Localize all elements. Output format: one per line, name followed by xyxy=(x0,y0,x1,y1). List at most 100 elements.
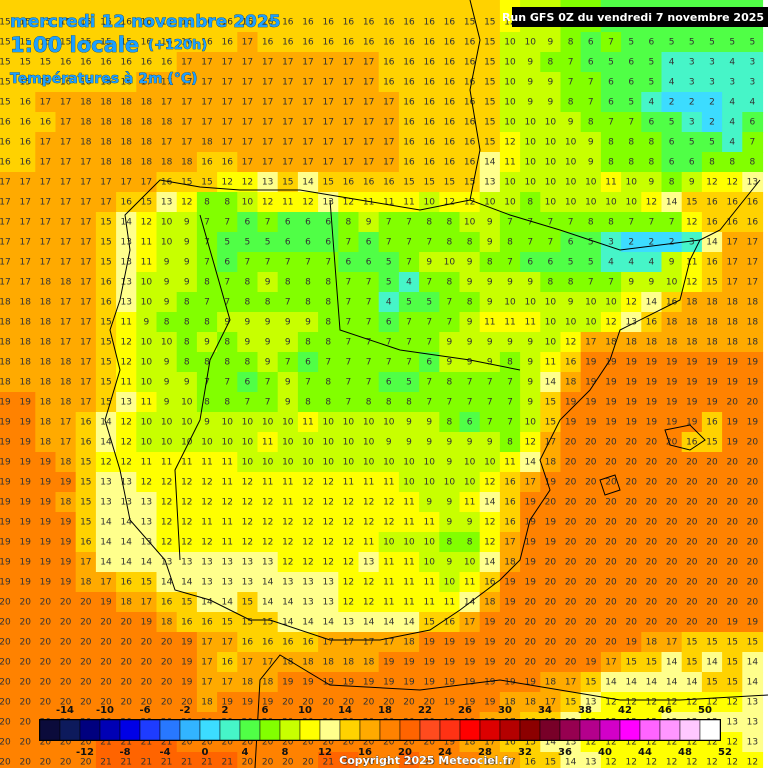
temp-cell xyxy=(358,472,380,493)
temp-cell xyxy=(217,532,238,553)
temp-value: 17 xyxy=(161,138,172,148)
temp-value: 11 xyxy=(302,418,313,428)
temp-cell xyxy=(661,212,683,233)
temp-cell xyxy=(176,392,198,413)
temp-value: 14 xyxy=(100,538,112,548)
legend-label: 42 xyxy=(618,705,632,716)
temp-cell xyxy=(237,92,259,113)
temp-value: 17 xyxy=(666,638,677,648)
temp-value: 20 xyxy=(666,518,678,528)
temp-cell xyxy=(722,52,743,73)
temp-cell xyxy=(55,0,77,33)
temp-value: 17 xyxy=(201,658,212,668)
temp-cell xyxy=(196,212,218,233)
temp-value: 16 xyxy=(60,58,72,68)
temp-value: 10 xyxy=(504,38,516,48)
temp-cell xyxy=(540,592,562,613)
temp-cell xyxy=(661,692,683,713)
temp-cell xyxy=(35,472,57,493)
temp-cell xyxy=(318,132,339,153)
temp-cell xyxy=(35,512,57,533)
temp-value: 17 xyxy=(343,158,354,168)
temp-cell xyxy=(217,392,238,413)
temp-value: 4 xyxy=(729,98,735,108)
temp-cell xyxy=(15,312,36,333)
temp-cell xyxy=(0,692,16,713)
temp-cell xyxy=(742,92,764,113)
temp-value: 12 xyxy=(302,518,313,528)
temp-value: 7 xyxy=(285,358,291,368)
temp-cell xyxy=(277,412,299,433)
temp-cell xyxy=(722,572,743,593)
temp-value: 7 xyxy=(507,378,513,388)
temp-cell xyxy=(217,52,238,73)
temp-value: 6 xyxy=(669,158,675,168)
temp-value: 11 xyxy=(403,498,414,508)
temp-cell xyxy=(742,452,764,473)
temp-cell xyxy=(196,0,218,33)
temp-cell xyxy=(338,32,360,53)
temp-value: 12 xyxy=(120,338,131,348)
temp-cell xyxy=(0,352,16,373)
temp-value: 17 xyxy=(201,678,212,688)
temp-value: 20 xyxy=(666,458,678,468)
temp-cell xyxy=(560,52,582,73)
temp-value: 17 xyxy=(302,78,313,88)
temp-value: 5 xyxy=(750,38,756,48)
temp-cell xyxy=(35,152,57,173)
temp-cell xyxy=(742,112,764,133)
temp-cell xyxy=(237,212,259,233)
temp-value: 11 xyxy=(403,558,414,568)
temp-cell xyxy=(580,532,602,553)
temp-cell xyxy=(419,512,440,533)
temp-cell xyxy=(398,652,420,673)
temp-value: 9 xyxy=(447,558,453,568)
temp-cell xyxy=(237,692,259,713)
temp-cell xyxy=(95,372,117,393)
temp-value: 17 xyxy=(0,238,11,248)
temp-cell xyxy=(55,432,77,453)
temp-value: 9 xyxy=(527,358,533,368)
temp-value: 11 xyxy=(343,478,354,488)
temp-cell xyxy=(15,492,36,513)
temp-cell xyxy=(459,672,481,693)
temp-cell xyxy=(378,232,400,253)
temp-cell xyxy=(681,532,703,553)
temp-value: 9 xyxy=(447,518,453,528)
temp-value: 12 xyxy=(161,498,172,508)
temp-cell xyxy=(136,392,158,413)
temp-value: 16 xyxy=(120,578,132,588)
temp-value: 20 xyxy=(242,738,254,748)
temp-cell xyxy=(136,32,158,53)
temp-value: 15 xyxy=(706,278,717,288)
temp-value: 20 xyxy=(646,438,658,448)
temp-value: 14 xyxy=(545,738,557,748)
temp-value: 7 xyxy=(568,78,574,88)
temp-cell xyxy=(540,172,562,193)
temp-cell xyxy=(621,352,642,373)
temp-value: 15 xyxy=(242,598,253,608)
temp-value: 17 xyxy=(221,638,232,648)
temp-value: 21 xyxy=(141,758,152,768)
temp-value: 7 xyxy=(548,218,554,228)
temp-value: 20 xyxy=(686,558,698,568)
temp-value: 20 xyxy=(706,458,718,468)
temp-value: 20 xyxy=(666,478,678,488)
temp-cell xyxy=(136,252,158,273)
temp-value: 9 xyxy=(628,278,634,288)
temp-value: 12 xyxy=(666,738,677,748)
temp-cell xyxy=(237,312,259,333)
temp-cell xyxy=(95,292,117,313)
temp-value: 20 xyxy=(605,618,617,628)
temp-cell xyxy=(520,492,541,513)
temp-value: 12 xyxy=(646,758,657,768)
temp-cell xyxy=(439,332,461,353)
temp-cell xyxy=(358,232,380,253)
temp-value: 9 xyxy=(426,418,432,428)
temp-value: 16 xyxy=(464,118,476,128)
temp-cell xyxy=(499,152,521,173)
temp-value: 20 xyxy=(221,738,233,748)
temp-cell xyxy=(297,332,319,353)
temp-cell xyxy=(661,572,683,593)
temp-value: 20 xyxy=(585,518,597,528)
